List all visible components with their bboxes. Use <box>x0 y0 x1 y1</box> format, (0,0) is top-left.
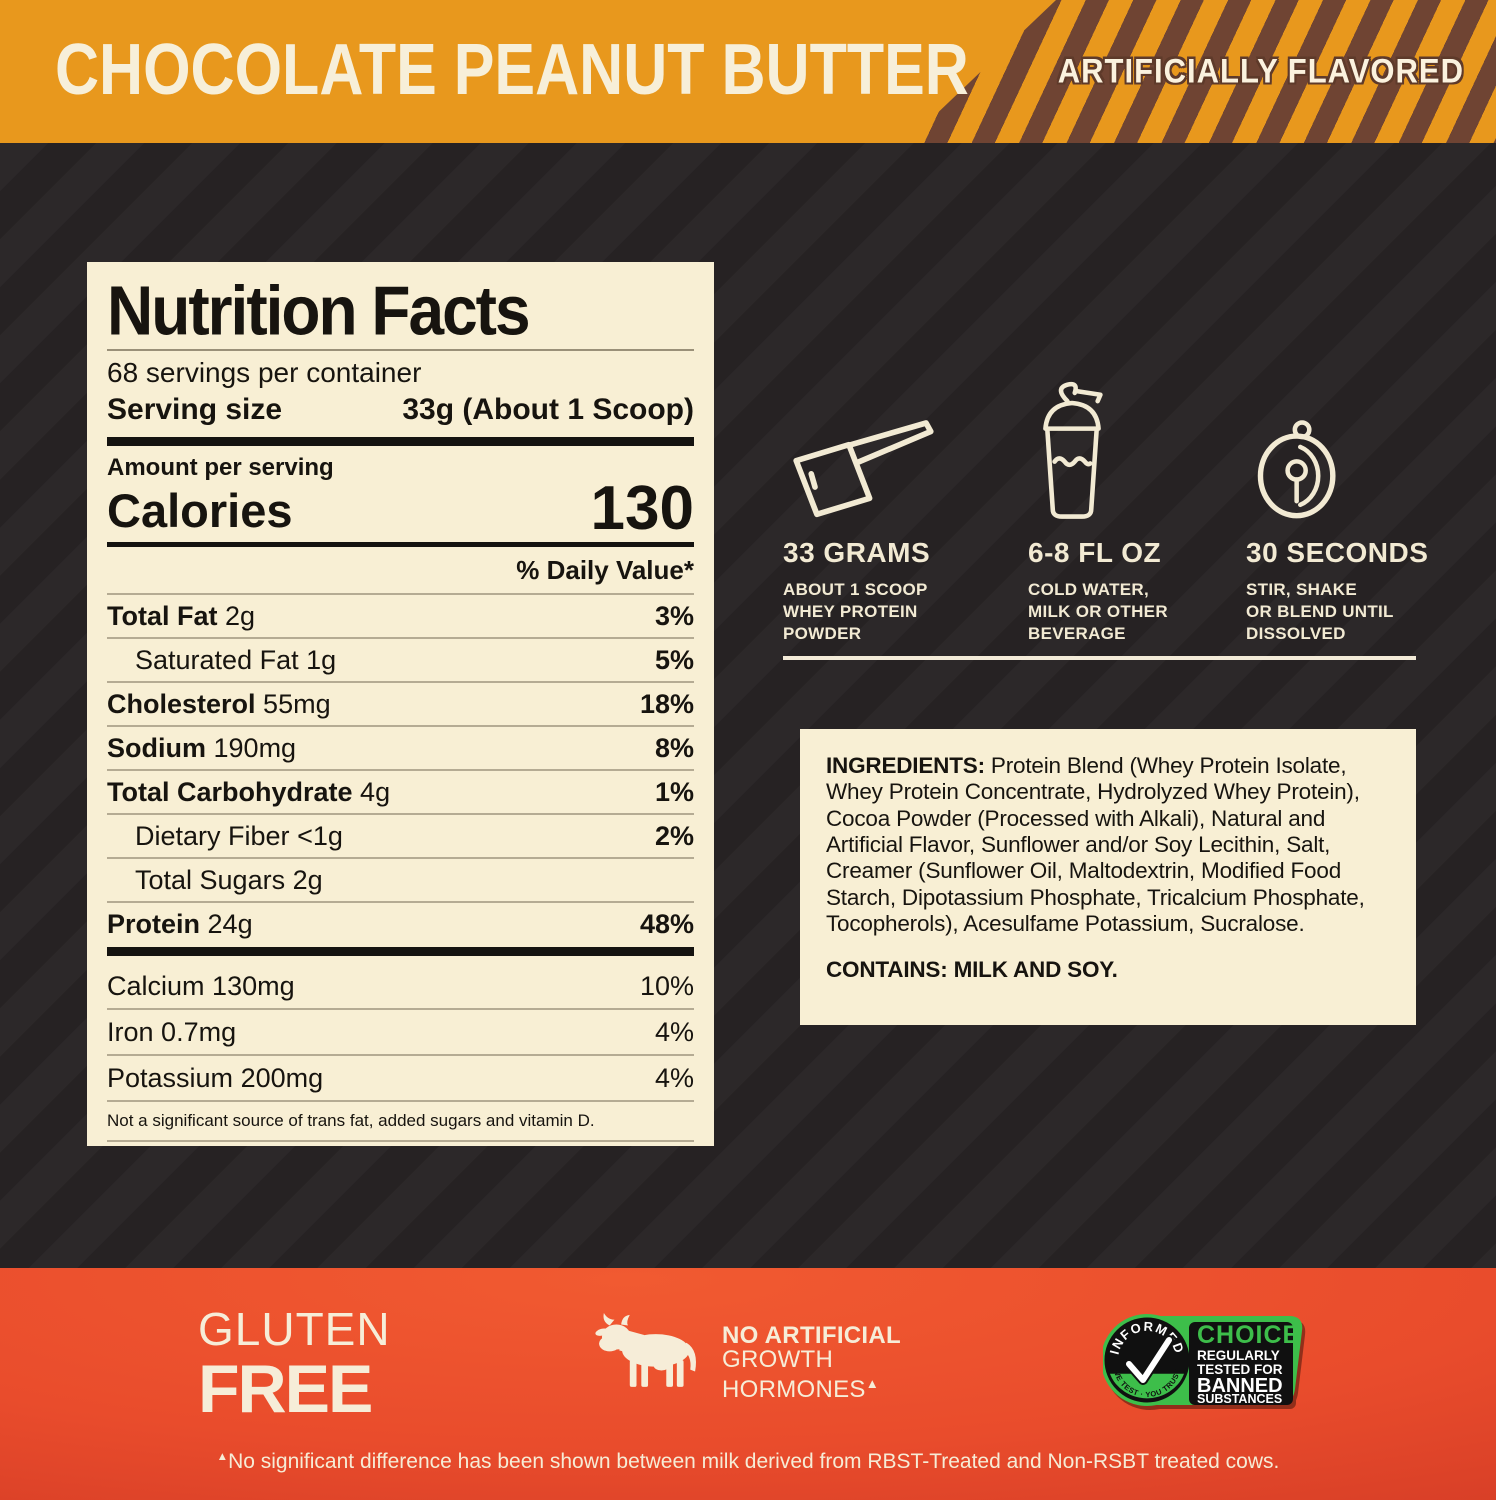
medium-divider <box>107 541 694 547</box>
direction-heading: 6-8 FL OZ <box>1028 537 1162 568</box>
mineral-row: Iron 0.7mg 4% <box>107 1010 694 1056</box>
daily-value-header: % Daily Value* <box>107 549 694 595</box>
divider <box>107 349 694 352</box>
direction-liquid: 6-8 FL OZ COLD WATER, MILK OR OTHER BEVE… <box>1028 381 1246 645</box>
serving-size-row: Serving size 33g (About 1 Scoop) <box>107 393 694 427</box>
shaker-icon <box>1043 381 1103 519</box>
cow-icon <box>595 1312 696 1387</box>
separator-line <box>783 656 1416 660</box>
direction-grams: 33 GRAMS ABOUT 1 SCOOP WHEY PROTEIN POWD… <box>783 381 1028 645</box>
flavor-banner: CHOCOLATE PEANUT BUTTER ARTIFICIALLY FLA… <box>0 0 1496 143</box>
ingredients-box: INGREDIENTS: Protein Blend (Whey Protein… <box>800 729 1416 1025</box>
ingredients-label: INGREDIENTS: <box>826 753 985 778</box>
nutrient-row: Total Fat 2g 3% <box>107 595 694 639</box>
nutrient-row: Sodium 190mg 8% <box>107 727 694 771</box>
amount-per-serving: Amount per serving <box>107 454 334 482</box>
scoop-icon <box>793 420 934 518</box>
nutrient-row: Total Carbohydrate 4g 1% <box>107 771 694 815</box>
not-significant-note: Not a significant source of trans fat, a… <box>107 1102 694 1142</box>
bottom-band: GLUTEN FREE NO ARTIFICIAL GRO <box>0 1268 1496 1500</box>
svg-text:SUBSTANCES: SUBSTANCES <box>1197 1392 1282 1406</box>
artificially-flavored-tag: ARTIFICIALLY FLAVORED <box>1057 50 1464 90</box>
serving-size-value: 33g (About 1 Scoop) <box>402 393 694 427</box>
svg-text:BANNED: BANNED <box>1197 1375 1283 1397</box>
label-body: Nutrition Facts 68 servings per containe… <box>0 143 1496 1268</box>
serving-size-label: Serving size <box>107 393 283 427</box>
timer-icon <box>1257 420 1336 519</box>
nutrient-row: Dietary Fiber <1g 2% <box>107 815 694 859</box>
nutrition-facts-panel: Nutrition Facts 68 servings per containe… <box>87 262 714 1146</box>
nutrient-row: Saturated Fat 1g 5% <box>107 639 694 683</box>
servings-per-container: 68 servings per container <box>107 357 422 389</box>
informed-choice-badge: INFORMED WE TEST · YOU TRUST CHOICE REGU… <box>1101 1314 1303 1406</box>
flavor-name: CHOCOLATE PEANUT BUTTER <box>55 28 969 109</box>
direction-heading: 30 SECONDS <box>1246 537 1429 568</box>
direction-time: 30 SECONDS STIR, SHAKE OR BLEND UNTIL DI… <box>1246 381 1429 645</box>
mineral-row: Calcium 130mg 10% <box>107 964 694 1010</box>
ingredients-text: Protein Blend (Whey Protein Isolate, Whe… <box>826 753 1365 936</box>
nutrient-row: Total Sugars 2g <box>107 859 694 903</box>
nutrient-row: Cholesterol 55mg 18% <box>107 683 694 727</box>
daily-value-footnote: *The % Daily Value tells you how much a … <box>107 1142 694 1146</box>
calories-label: Calories <box>107 484 293 538</box>
no-hormones-claim: NO ARTIFICIAL GROWTH HORMONES▲ <box>722 1322 901 1403</box>
svg-text:CHOICE: CHOICE <box>1197 1321 1300 1349</box>
gluten-free-mark: GLUTEN FREE <box>198 1303 391 1427</box>
rbst-footnote: ▲No significant difference has been show… <box>216 1450 1280 1473</box>
thick-divider <box>107 437 694 447</box>
calories-row: Calories 130 <box>107 474 694 544</box>
direction-heading: 33 GRAMS <box>783 537 931 568</box>
svg-text:TESTED FOR: TESTED FOR <box>1197 1362 1283 1377</box>
nutrition-facts-title: Nutrition Facts <box>107 271 531 350</box>
thick-divider <box>107 946 694 956</box>
contains-statement: CONTAINS: MILK AND SOY. <box>826 957 1118 983</box>
nutrient-row: Protein 24g 48% <box>107 908 694 939</box>
calories-value: 130 <box>590 474 694 544</box>
svg-text:REGULARLY: REGULARLY <box>1197 1348 1280 1363</box>
directions: 33 GRAMS ABOUT 1 SCOOP WHEY PROTEIN POWD… <box>783 381 1429 645</box>
mineral-row: Potassium 200mg 4% <box>107 1056 694 1102</box>
